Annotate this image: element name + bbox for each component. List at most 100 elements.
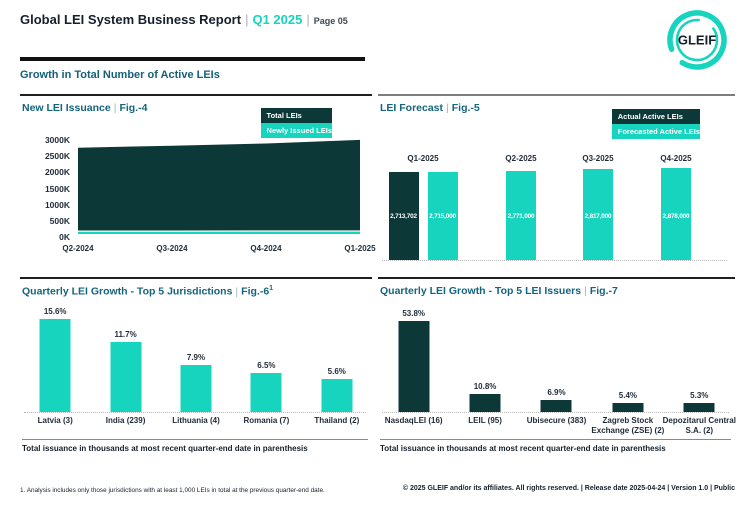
fig7-value-label: 5.4% [618, 391, 637, 400]
fig6-value-label: 15.6% [43, 307, 67, 316]
fig5-bar-value-label: 2,715,000 [429, 212, 456, 220]
legend-item-forecasted-active-leis: Forecasted Active LEIs [611, 124, 700, 139]
fig5-title: LEI Forecast | Fig.-5 [380, 102, 480, 114]
fig6-caption: Total issuance in thousands at most rece… [22, 444, 308, 453]
fig5-title-text: LEI Forecast [380, 102, 444, 114]
fig4-ytick-label: 2000K [44, 167, 70, 178]
fig6-title-text: Quarterly LEI Growth - Top 5 Jurisdictio… [22, 285, 233, 298]
title-separator: | [446, 102, 449, 114]
header-divider-bar [20, 57, 365, 61]
fig4-ytick-label: 1500K [44, 183, 70, 194]
fig4-ytick-label: 0K [59, 232, 70, 242]
report-header: Global LEI System Business Report | Q1 202… [20, 12, 348, 27]
fig4-title: New LEI Issuance | Fig.-4 [22, 102, 147, 114]
fig6-category-label: Romania (7) [243, 416, 290, 425]
fig4-area-chart [78, 139, 360, 234]
area-total-leis [78, 139, 360, 231]
fig4-xtick-label: Q4-2024 [250, 244, 282, 253]
fig5-bar-forecast: 2,771,000 [506, 170, 536, 260]
fig7-value-label: 6.9% [547, 388, 566, 397]
report-period: Q1 2025 [252, 12, 303, 27]
fig5-bar-value-label: 2,713,702 [390, 213, 417, 220]
fig6-column: 5.6% Thailand (2) [302, 279, 372, 457]
copyright-line: © 2025 GLEIF and/or its affiliates. All … [402, 485, 735, 492]
panel-top5-lei-issuers: Quarterly LEI Growth - Top 5 LEI Issuers… [378, 277, 736, 457]
fig5-category-label: Q3-2025 [582, 154, 614, 163]
fig6-value-label: 5.6% [327, 367, 346, 376]
fig6-bar [180, 365, 212, 412]
fig6-bar [321, 379, 353, 412]
fig7-bar [612, 403, 644, 412]
fig6-baseline [24, 412, 366, 413]
fig6-column: 7.9% Lithuania (4) [161, 279, 231, 457]
fig6-bar [110, 342, 142, 412]
fig5-category-label: Q2-2025 [505, 154, 537, 163]
fig6-value-label: 6.5% [257, 361, 276, 370]
fig6-category-label: India (239) [105, 416, 146, 425]
fig7-value-label: 53.8% [402, 309, 426, 318]
fig7-bar [540, 400, 572, 412]
fig6-fig-label: Fig.-6 [241, 285, 270, 298]
fig5-fig-label: Fig.-5 [451, 102, 480, 114]
panel-lei-forecast: LEI Forecast | Fig.-5 Actual Active LEIs F… [378, 94, 735, 272]
fig6-category-label: Thailand (2) [314, 416, 360, 425]
fig6-value-label: 7.9% [186, 353, 206, 362]
fig6-column: 6.5% Romania (7) [231, 279, 301, 457]
section-title: Growth in Total Number of Active LEIs [20, 69, 220, 81]
fig7-column: 53.8% NasdaqLEI (16) [378, 279, 449, 457]
report-title: Global LEI System Business Report [20, 12, 242, 27]
fig5-legend: Actual Active LEIs Forecasted Active LEI… [611, 109, 700, 139]
fig4-xtick-label: Q3-2024 [156, 244, 188, 253]
fig4-xtick-label: Q2-2024 [62, 244, 94, 253]
fig7-value-label: 5.3% [690, 391, 709, 400]
fig5-bar-value-label: 2,817,000 [584, 212, 612, 220]
fig5-category-label: Q4-2025 [660, 154, 692, 163]
fig7-category-label: NasdaqLEI (16) [384, 416, 443, 425]
fig7-bar [398, 321, 430, 412]
fig7-bar [469, 394, 501, 412]
fig4-ytick-label: 1000K [44, 199, 70, 210]
panel-new-lei-issuance: New LEI Issuance | Fig.-4 Total LEIs Newly… [20, 94, 376, 272]
fig6-bar [39, 319, 71, 412]
title-separator: | [113, 102, 117, 114]
fig7-baseline [382, 412, 729, 413]
legend-item-total-leis: Total LEIs [260, 108, 332, 123]
fig4-ytick-label: 3000K [44, 135, 70, 145]
panel-top5-jurisdictions: Quarterly LEI Growth - Top 5 Jurisdictio… [20, 277, 372, 457]
fig7-column: 5.3% Depozitarul Central S.A. (2) [663, 279, 736, 457]
gleif-logo-icon: GLEIF [667, 10, 727, 70]
fig4-xtick-label: Q1-2025 [344, 244, 376, 253]
fig7-title-text: Quarterly LEI Growth - Top 5 LEI Issuers [380, 285, 582, 297]
title-separator: | [584, 285, 587, 297]
legend-item-actual-active-leis: Actual Active LEIs [611, 109, 700, 124]
fig6-category-label: Lithuania (4) [172, 416, 220, 425]
header-separator: | [306, 12, 310, 27]
fig5-bar-actual: 2,713,702 [388, 172, 419, 260]
fig7-fig-label: Fig.-7 [589, 285, 618, 297]
fig6-bar [250, 373, 282, 412]
fig6-footnote-marker: 1 [269, 285, 274, 292]
fig5-bar-forecast: 2,817,000 [583, 169, 613, 260]
fig5-bar-value-label: 2,878,000 [662, 213, 690, 220]
fig6-column: 15.6% Latvia (3) [20, 279, 90, 457]
fig6-value-label: 11.7% [114, 330, 137, 339]
fig4-fig-label: Fig.-4 [119, 102, 148, 114]
fig7-caption: Total issuance in thousands at most rece… [380, 444, 666, 453]
fig7-bar [683, 403, 715, 412]
fig7-title: Quarterly LEI Growth - Top 5 LEI Issuers… [380, 285, 618, 297]
fig7-category-label: Depozitarul Central S.A. (2) [662, 416, 736, 435]
fig7-column: 6.9% Ubisecure (383) [521, 279, 592, 457]
fig5-baseline [382, 260, 727, 261]
fig4-ytick-label: 500K [49, 215, 70, 226]
page-number: Page 05 [313, 16, 348, 26]
gleif-logo-text: GLEIF [678, 33, 716, 48]
fig7-category-label: LEIL (95) [468, 416, 502, 425]
fig7-value-label: 10.8% [473, 382, 497, 391]
fig7-column: 10.8% LEIL (95) [449, 279, 520, 457]
fig7-column: 5.4% Zagreb Stock Exchange (ZSE) (2) [591, 279, 664, 457]
fig6-column: 11.7% India (239) [90, 279, 160, 457]
legend-item-newly-issued-leis: Newly Issued LEIs [260, 123, 332, 138]
fig6-category-label: Latvia (3) [37, 416, 73, 425]
fig5-bar-value-label: 2,771,000 [507, 212, 535, 220]
